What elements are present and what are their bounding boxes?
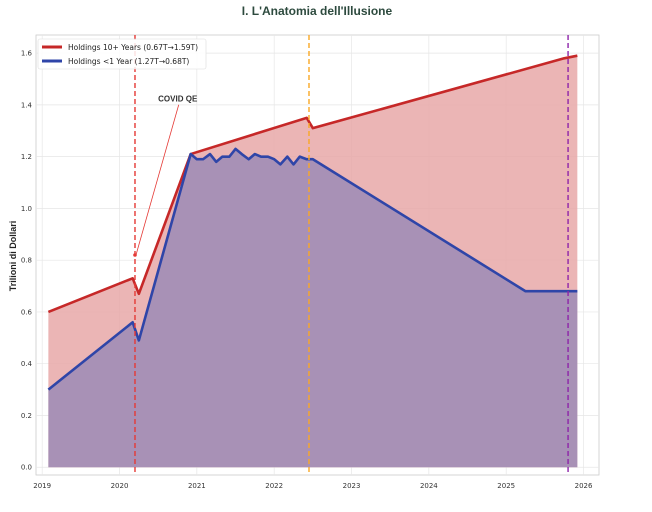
series-lines [47, 54, 578, 391]
x-tick-label: 2019 [33, 482, 51, 490]
area-series-1 [48, 148, 578, 468]
legend: Holdings 10+ Years (0.67T→1.59T) Holding… [37, 38, 207, 70]
y-tick-label: 1.6 [21, 50, 33, 58]
x-tick-label: 2020 [111, 482, 129, 490]
x-tick-label: 2026 [575, 482, 593, 490]
axis-ticks: 0.0 0.2 0.4 0.6 0.8 1.0 1.2 1.4 1.6 2019 2020 2021 2… [21, 50, 593, 490]
y-tick-label: 0.4 [21, 360, 33, 368]
x-tick-label: 2021 [188, 482, 206, 490]
y-tick-label: 0.8 [21, 257, 32, 265]
y-tick-label: 0.2 [21, 412, 32, 420]
areas [48, 55, 578, 468]
legend-label-0: Holdings 10+ Years (0.67T→1.59T) [68, 43, 198, 52]
y-tick-label: 0.6 [21, 308, 33, 316]
x-tick-label: 2025 [497, 482, 515, 490]
x-tick-label: 2023 [343, 482, 361, 490]
annotation-point-0 [133, 253, 137, 257]
annotation-arrow-0 [135, 104, 180, 256]
y-tick-label: 1.4 [21, 101, 33, 109]
y-axis-label: Trilioni di Dollari [8, 221, 18, 292]
x-tick-label: 2022 [265, 482, 283, 490]
x-tick-label: 2024 [420, 482, 438, 490]
y-tick-label: 1.0 [21, 205, 32, 213]
line-series-1 [47, 147, 578, 391]
annotation-label-0: COVID QE [158, 95, 198, 104]
legend-label-1: Holdings <1 Year (1.27T→0.68T) [68, 57, 189, 66]
legend-box [37, 38, 207, 70]
line-series-0 [47, 54, 578, 314]
y-tick-label: 0.0 [21, 464, 32, 472]
y-tick-label: 1.2 [21, 153, 32, 161]
annotations: COVID QE [133, 95, 198, 257]
chart-title: I. L'Anatomia dell'Illusione [242, 4, 393, 18]
